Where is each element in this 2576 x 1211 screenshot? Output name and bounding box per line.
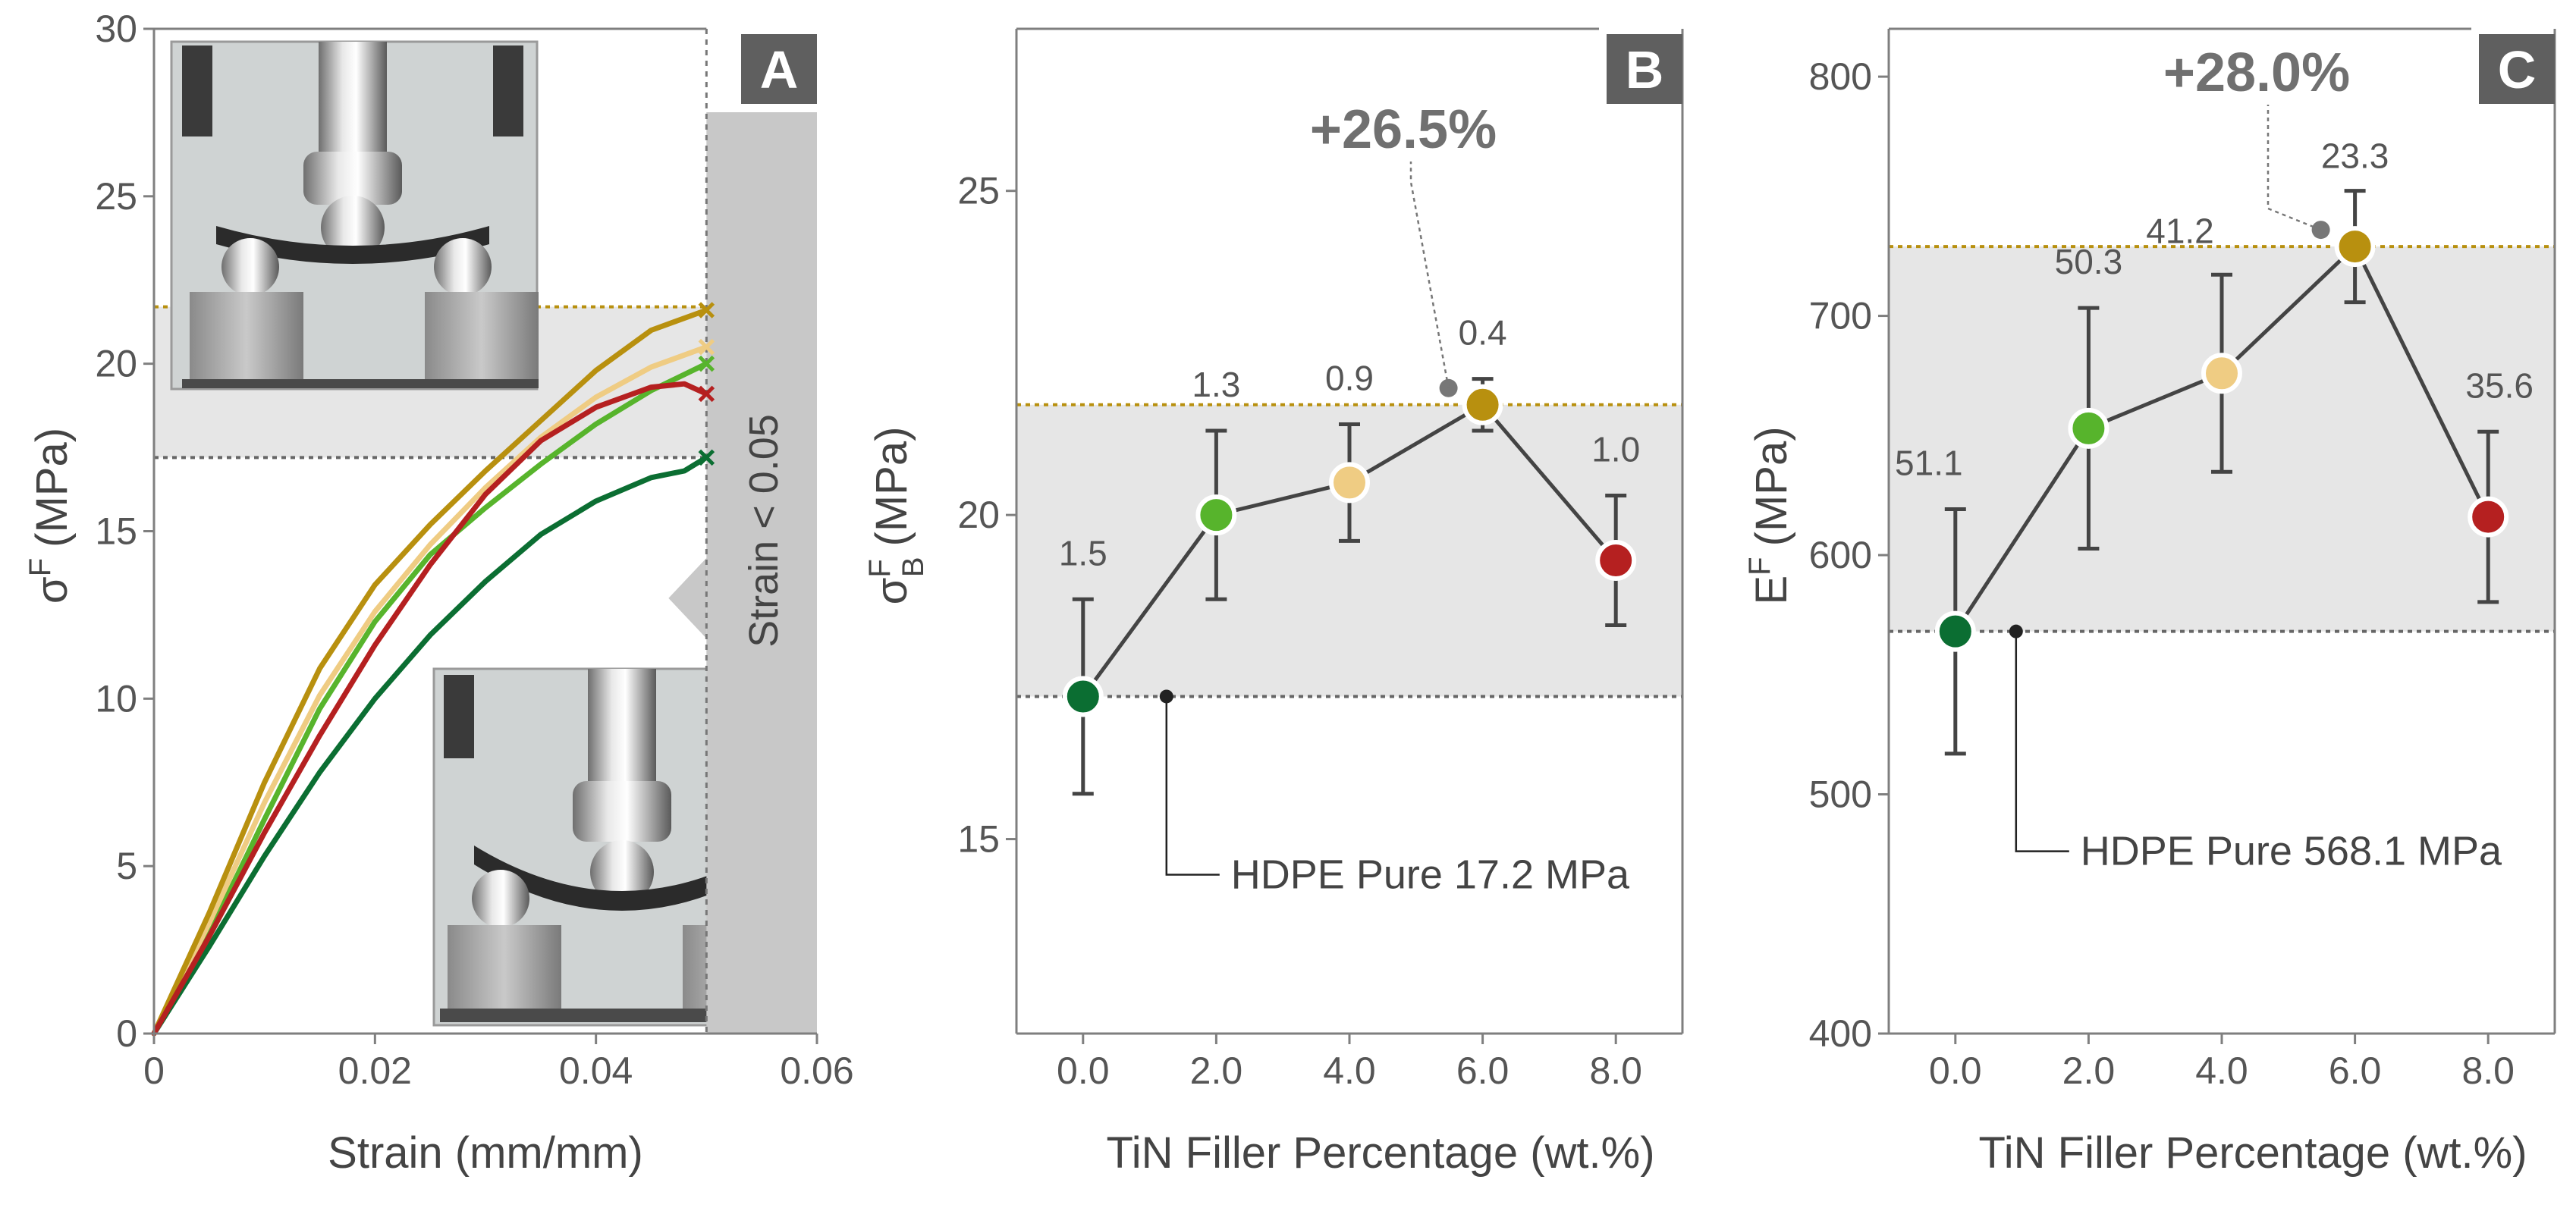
a-xlabel: Strain (mm/mm) [328, 1128, 643, 1178]
fracture-marker [698, 338, 715, 356]
fracture-marker [698, 302, 715, 318]
photo-top [170, 40, 539, 391]
strain-cutoff-label: Strain < 0.05 [741, 414, 787, 648]
c-ytick-label: 600 [1809, 534, 1872, 576]
a-xtick-label: 0 [143, 1049, 165, 1092]
b-data-point [1595, 539, 1637, 581]
b-ylabel: σFB(MPa) [863, 427, 930, 605]
c-ytick-label: 400 [1809, 1012, 1872, 1055]
panel-badge-a: A [741, 34, 817, 104]
strain-cutoff-region [706, 112, 817, 1034]
b-improvement-leader [1409, 162, 1450, 389]
c-data-point [2334, 226, 2376, 268]
c-error-label: 23.3 [2321, 136, 2389, 176]
a-ytick-label: 5 [116, 845, 137, 887]
stress-strain-curve [151, 361, 709, 1037]
b-data-point [1062, 676, 1104, 717]
c-xlabel: TiN Filler Percentage (wt.%) [1978, 1128, 2527, 1178]
strain-cutoff-arrowhead [668, 557, 707, 638]
c-improvement-leader [2267, 105, 2322, 231]
c-error-label: 51.1 [1895, 443, 1963, 482]
b-error-label: 1.5 [1059, 533, 1107, 573]
fracture-marker [698, 385, 715, 403]
stress-strain-curve [151, 454, 709, 1037]
a-ytick-label: 25 [95, 175, 137, 218]
panel-badge-c-text: C [2498, 40, 2537, 99]
c-ref-label: HDPE Pure 568.1 MPa [2081, 829, 2502, 874]
a-ylabel: σF(MPa) [24, 428, 77, 604]
b-ytick-label: 15 [957, 818, 1000, 861]
c-data-point [2468, 496, 2509, 538]
c-error-label: 50.3 [2055, 242, 2123, 281]
a-ytick-label: 20 [95, 343, 137, 385]
b-error-label: 0.4 [1459, 313, 1507, 353]
a-ytick-label: 30 [95, 8, 137, 50]
c-ref-leader [2015, 631, 2069, 852]
b-xlabel: TiN Filler Percentage (wt.%) [1106, 1128, 1654, 1178]
c-ytick-label: 800 [1809, 55, 1872, 98]
panel-c: 400 500 600 700 800 0.0 2.0 4.0 6.0 8.0 HDPE Pure… [1743, 27, 2556, 1178]
b-data-point [1329, 462, 1370, 504]
c-ytick-label: 700 [1809, 295, 1872, 337]
panel-badge-b-text: B [1626, 40, 1664, 99]
c-xtick-label: 8.0 [2461, 1049, 2515, 1092]
b-improvement-label: +26.5% [1310, 99, 1497, 160]
panel-badge-c: C [2479, 34, 2555, 104]
b-xtick-label: 2.0 [1190, 1049, 1243, 1092]
c-xtick-label: 6.0 [2329, 1049, 2382, 1092]
a-xtick-label: 0.04 [559, 1049, 633, 1092]
b-xtick-label: 4.0 [1323, 1049, 1376, 1092]
b-xtick-label: 0.0 [1057, 1049, 1110, 1092]
c-ylabel: EF(MPa) [1743, 426, 1796, 604]
b-xtick-label: 6.0 [1456, 1049, 1509, 1092]
panel-b: 15 20 25 0.0 2.0 4.0 6.0 8.0 HDPE Pure 17.2 MPa… [863, 27, 1684, 1178]
fracture-marker [698, 355, 715, 372]
b-ytick-label: 25 [957, 170, 1000, 212]
c-data-point [2201, 353, 2242, 394]
b-ytick-label: 20 [957, 494, 1000, 536]
b-ref-label: HDPE Pure 17.2 MPa [1231, 852, 1630, 897]
a-ytick-label: 15 [95, 510, 137, 553]
b-error-label: 0.9 [1325, 358, 1374, 397]
c-xtick-label: 0.0 [1929, 1049, 1982, 1092]
c-improvement-label: +28.0% [2163, 42, 2350, 103]
c-xtick-label: 4.0 [2195, 1049, 2248, 1092]
c-data-point [2068, 407, 2109, 449]
stress-strain-curve [151, 307, 709, 1037]
a-ytick-label: 0 [116, 1012, 137, 1055]
b-data-point [1195, 494, 1237, 536]
c-ytick-label: 500 [1809, 773, 1872, 816]
panel-badge-b: B [1607, 34, 1682, 104]
c-data-point [1934, 610, 1976, 652]
c-xtick-label: 2.0 [2062, 1049, 2116, 1092]
a-xtick-label: 0.02 [338, 1049, 412, 1092]
b-error-label: 1.0 [1591, 429, 1640, 469]
c-error-label: 35.6 [2465, 365, 2534, 405]
fracture-marker [698, 449, 715, 466]
b-error-label: 1.3 [1192, 365, 1240, 404]
a-xtick-label: 0.06 [780, 1049, 853, 1092]
c-error-label: 41.2 [2146, 211, 2214, 250]
b-data-point [1462, 384, 1503, 425]
panel-badge-a-text: A [760, 40, 799, 99]
a-ytick-label: 10 [95, 677, 137, 720]
stress-strain-curve [151, 344, 709, 1037]
b-ref-leader [1165, 696, 1220, 876]
stress-strain-curve [151, 381, 709, 1037]
b-xtick-label: 8.0 [1589, 1049, 1642, 1092]
